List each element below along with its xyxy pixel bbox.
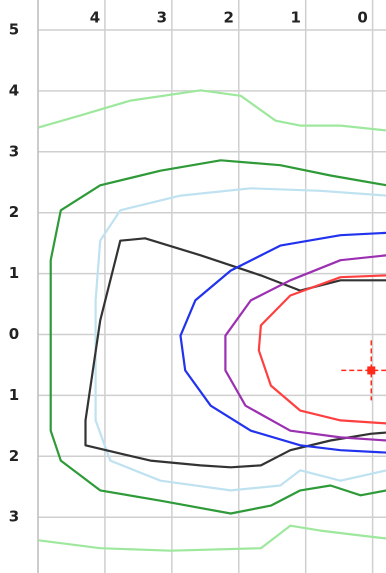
x-tick-label: 4 <box>90 9 100 27</box>
contour-line <box>49 159 386 515</box>
x-tick-label: 0 <box>357 9 367 27</box>
contour-line <box>94 187 386 492</box>
x-tick-label: 1 <box>290 9 300 27</box>
y-tick-label: 1 <box>9 386 19 404</box>
contour-line <box>84 237 386 469</box>
marker <box>367 366 376 375</box>
y-tick-label: 5 <box>9 21 19 39</box>
y-tick-label: 2 <box>9 203 19 221</box>
y-tick-label: 4 <box>9 81 19 99</box>
y-tick-label: 0 <box>9 325 19 343</box>
x-tick-label: 2 <box>224 9 234 27</box>
y-tick-label: 3 <box>9 508 19 526</box>
y-tick-label: 3 <box>9 142 19 160</box>
contour-line <box>38 89 386 552</box>
contour-line <box>179 231 386 454</box>
y-tick-label: 1 <box>9 264 19 282</box>
contour-line <box>224 254 386 442</box>
y-tick-label: 2 <box>9 447 19 465</box>
contour-line <box>257 274 386 425</box>
x-tick-label: 3 <box>157 9 167 27</box>
